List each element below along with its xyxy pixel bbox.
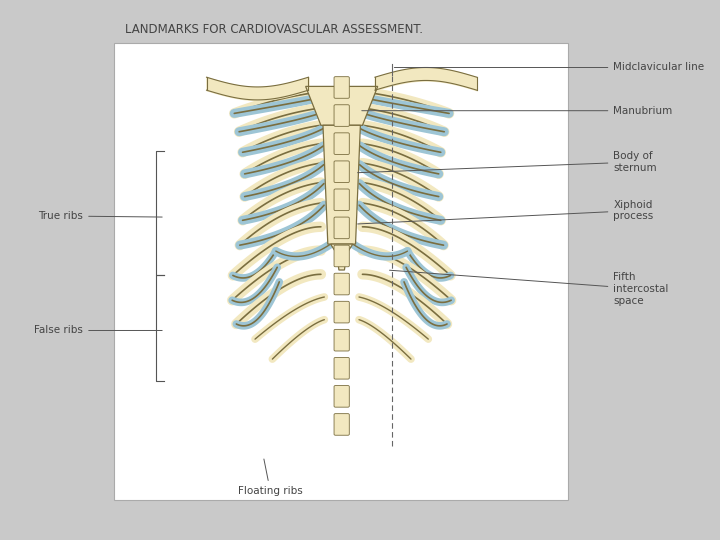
FancyBboxPatch shape (334, 105, 349, 126)
FancyBboxPatch shape (334, 189, 349, 211)
FancyBboxPatch shape (334, 217, 349, 239)
FancyBboxPatch shape (334, 245, 349, 267)
FancyBboxPatch shape (334, 161, 349, 183)
FancyBboxPatch shape (334, 357, 349, 379)
Text: Floating ribs: Floating ribs (238, 459, 302, 496)
Text: False ribs: False ribs (35, 326, 162, 335)
FancyBboxPatch shape (334, 133, 349, 154)
Polygon shape (330, 244, 353, 270)
FancyBboxPatch shape (334, 273, 349, 295)
Text: Body of
sternum: Body of sternum (358, 151, 657, 173)
Polygon shape (305, 86, 378, 125)
FancyBboxPatch shape (334, 386, 349, 407)
FancyBboxPatch shape (334, 77, 349, 98)
FancyBboxPatch shape (334, 301, 349, 323)
Text: True ribs: True ribs (38, 211, 162, 221)
FancyBboxPatch shape (334, 329, 349, 351)
Text: Manubrium: Manubrium (361, 106, 672, 116)
Polygon shape (323, 125, 361, 244)
Text: LANDMARKS FOR CARDIOVASCULAR ASSESSMENT.: LANDMARKS FOR CARDIOVASCULAR ASSESSMENT. (125, 23, 423, 36)
FancyBboxPatch shape (334, 414, 349, 435)
FancyBboxPatch shape (114, 43, 568, 500)
Text: Fifth
intercostal
space: Fifth intercostal space (390, 270, 669, 306)
Text: Midclavicular line: Midclavicular line (395, 63, 704, 72)
Text: Xiphoid
process: Xiphoid process (358, 200, 654, 224)
